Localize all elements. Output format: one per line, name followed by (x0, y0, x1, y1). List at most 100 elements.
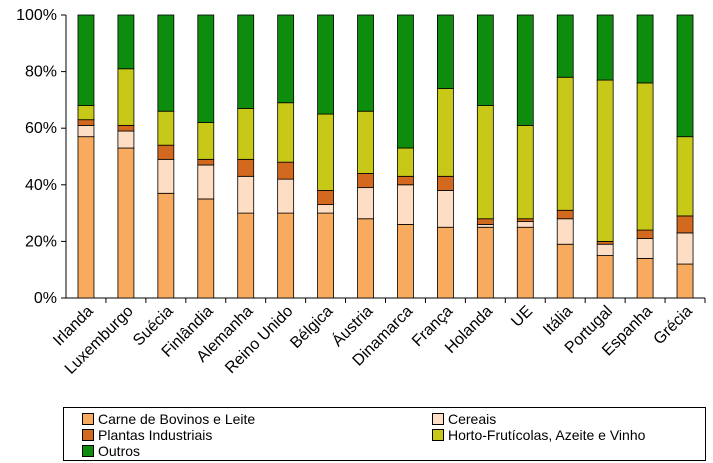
bar-segment-carne (277, 212, 295, 299)
bar-segment-horto (77, 105, 95, 121)
x-category-label: Itália (540, 303, 576, 339)
bar-segment-horto (437, 88, 454, 177)
legend-swatch-horto (432, 429, 444, 441)
bar-segment-plantas (77, 119, 95, 126)
legend-label-horto: Horto-Frutícolas, Azeite e Vinho (448, 427, 646, 443)
bar-segment-plantas (197, 158, 215, 166)
legend-label-plantas: Plantas Industriais (98, 427, 213, 443)
bar-segment-outros (77, 14, 95, 106)
y-tick-label: 20% (25, 233, 57, 250)
bar-segment-cereais (596, 243, 614, 256)
legend-label-outros: Outros (98, 443, 141, 459)
bar-segment-horto (197, 122, 215, 160)
bar-segment-horto (237, 107, 255, 160)
bar-segment-cereais (277, 178, 295, 214)
y-tick-label: 100% (16, 7, 57, 24)
legend-item-outros: Outros (82, 444, 140, 458)
bar-segment-carne (157, 192, 175, 299)
bar-segment-plantas (357, 173, 374, 189)
bar-segment-carne (476, 226, 494, 299)
bar-segment-carne (397, 224, 414, 299)
bar-segment-plantas (556, 209, 574, 220)
bar-segment-outros (556, 14, 574, 78)
bar-segment-carne (676, 263, 694, 299)
bar-segment-outros (117, 14, 135, 70)
bar-segment-horto (397, 147, 414, 177)
bar-segment-outros (516, 14, 534, 126)
bar-segment-cereais (397, 184, 414, 225)
bar-segment-carne (317, 212, 334, 299)
bar-segment-carne (357, 218, 374, 299)
bar-segment-carne (117, 147, 135, 299)
bar-segment-outros (237, 14, 255, 109)
y-tick-label: 40% (25, 177, 57, 194)
bar-segment-plantas (277, 161, 295, 180)
bar-segment-plantas (596, 240, 614, 245)
bar-segment-carne (237, 212, 255, 299)
bar-segment-cereais (117, 130, 135, 149)
bar-segment-horto (516, 124, 534, 220)
bar-segment-cereais (317, 204, 334, 214)
bar-segment-cereais (197, 164, 215, 200)
legend-item-plantas: Plantas Industriais (82, 428, 212, 442)
bar-segment-cereais (556, 218, 574, 245)
bar-segment-horto (476, 105, 494, 220)
bar-segment-carne (596, 255, 614, 299)
y-tick-label: 60% (25, 120, 57, 137)
bar-segment-plantas (476, 218, 494, 225)
bar-segment-carne (197, 198, 215, 299)
bar-segment-outros (277, 14, 295, 104)
bar-segment-horto (596, 79, 614, 242)
legend-swatch-plantas (82, 429, 94, 441)
bar-segment-outros (317, 14, 334, 115)
bar-segment-cereais (157, 158, 175, 194)
bar-segment-cereais (676, 232, 694, 265)
legend-label-carne: Carne de Bovinos e Leite (98, 411, 256, 427)
bar-segment-horto (556, 76, 574, 211)
bar-segment-plantas (117, 124, 135, 132)
bar-segment-plantas (516, 218, 534, 222)
bar-segment-carne (556, 243, 574, 299)
legend-item-horto: Horto-Frutícolas, Azeite e Vinho (432, 428, 645, 442)
bar-segment-outros (157, 14, 175, 112)
bar-segment-cereais (357, 187, 374, 220)
legend-label-cereais: Cereais (448, 411, 497, 427)
bar-segment-horto (636, 82, 654, 231)
bar-segment-carne (516, 226, 534, 299)
bar-segment-cereais (636, 238, 654, 259)
bar-segment-cereais (437, 190, 454, 228)
bar-segment-plantas (437, 175, 454, 191)
bar-segment-plantas (157, 144, 175, 160)
bar-segment-horto (317, 113, 334, 191)
legend-swatch-cereais (432, 413, 444, 425)
bar-segment-plantas (317, 190, 334, 206)
bar-segment-outros (197, 14, 215, 123)
y-tick-label: 0% (34, 290, 57, 307)
bar-segment-carne (77, 136, 95, 299)
bar-segment-plantas (397, 175, 414, 186)
legend-item-carne: Carne de Bovinos e Leite (82, 412, 255, 426)
bar-segment-horto (117, 68, 135, 126)
bar-segment-plantas (676, 215, 694, 234)
bar-segment-outros (676, 14, 694, 138)
bar-segment-outros (636, 14, 654, 84)
bar-segment-outros (437, 14, 454, 89)
bar-segment-carne (437, 226, 454, 299)
x-category-label: UE (508, 303, 536, 331)
stacked-bar-chart: 0%20%40%60%80%100%IrlandaLuxemburgoSuéci… (16, 7, 706, 378)
bar-segment-outros (357, 14, 374, 112)
bar-segment-plantas (237, 158, 255, 177)
bar-segment-horto (277, 102, 295, 163)
bar-segment-cereais (237, 175, 255, 214)
bar-segment-outros (476, 14, 494, 106)
legend-item-cereais: Cereais (432, 412, 496, 426)
legend-swatch-outros (82, 445, 94, 457)
bar-segment-cereais (476, 224, 494, 228)
legend-swatch-carne (82, 413, 94, 425)
bar-segment-plantas (636, 229, 654, 239)
x-category-label: Bélgica (287, 303, 336, 352)
legend: Carne de Bovinos e Leite Cereais Plantas… (63, 407, 706, 461)
bar-segment-horto (157, 110, 175, 146)
bar-segment-cereais (516, 221, 534, 228)
bar-segment-horto (676, 136, 694, 217)
